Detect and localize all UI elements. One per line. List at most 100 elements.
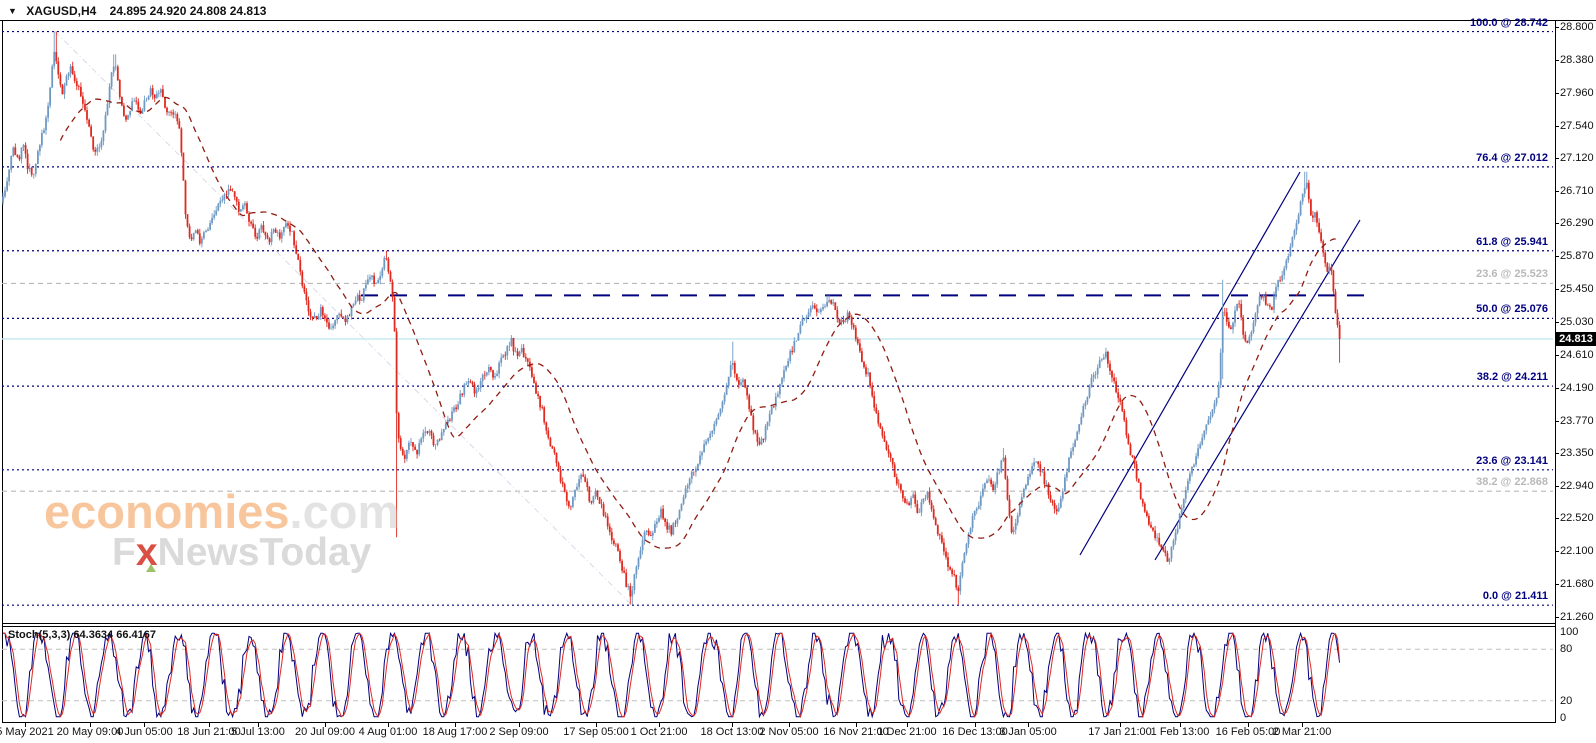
time-axis-label: 5 May 2021 xyxy=(0,726,54,738)
time-tick-mark xyxy=(325,723,326,727)
time-tick-mark xyxy=(25,723,26,727)
price-tick-mark xyxy=(1555,551,1559,552)
time-axis-label: 18 Oct 13:00 xyxy=(700,726,764,738)
time-tick-mark xyxy=(596,723,597,727)
price-tick-mark xyxy=(1555,256,1559,257)
time-axis-label: 4 Aug 01:00 xyxy=(358,726,418,738)
price-tick-label: 22.520 xyxy=(1560,512,1594,524)
time-axis-label: 17 Sep 05:00 xyxy=(563,726,629,738)
time-tick-mark xyxy=(975,723,976,727)
time-axis-label: 20 May 09:00 xyxy=(56,726,124,738)
price-tick-mark xyxy=(1555,126,1559,127)
fib-level-label: 61.8 @ 25.941 xyxy=(1476,236,1548,248)
time-tick-mark xyxy=(519,723,520,727)
stoch-scale-label: 20 xyxy=(1560,695,1573,707)
ohlc-quotes-label: 24.895 24.920 24.808 24.813 xyxy=(109,4,267,18)
time-axis-label: 1 Feb 13:00 xyxy=(1150,726,1210,738)
time-tick-mark xyxy=(1248,723,1249,727)
price-tick-mark xyxy=(1555,421,1559,422)
price-tick-mark xyxy=(1555,322,1559,323)
stoch-scale-label: 80 xyxy=(1560,643,1573,655)
price-tick-label: 28.800 xyxy=(1560,21,1594,33)
time-tick-mark xyxy=(1120,723,1121,727)
stochastic-canvas[interactable] xyxy=(0,627,1556,722)
price-tick-label: 21.680 xyxy=(1560,578,1594,590)
time-axis-label: 2 Mar 21:00 xyxy=(1272,726,1332,738)
price-tick-mark xyxy=(1555,617,1559,618)
time-tick-mark xyxy=(789,723,790,727)
price-tick-label: 25.450 xyxy=(1560,283,1594,295)
main-panel-bottom-border xyxy=(2,623,1555,624)
time-axis-label: 18 Jun 21:00 xyxy=(177,726,241,738)
price-tick-label: 21.260 xyxy=(1560,611,1594,623)
main-chart-canvas[interactable] xyxy=(0,20,1556,623)
price-tick-label: 26.710 xyxy=(1560,185,1594,197)
price-tick-label: 26.290 xyxy=(1560,217,1594,229)
fib-level-label: 0.0 @ 21.411 xyxy=(1482,590,1548,602)
time-tick-mark xyxy=(1180,723,1181,727)
price-tick-label: 25.870 xyxy=(1560,250,1594,262)
price-tick-label: 27.120 xyxy=(1560,152,1594,164)
time-tick-mark xyxy=(209,723,210,727)
price-tick-label: 24.190 xyxy=(1560,382,1594,394)
price-tick-label: 25.030 xyxy=(1560,316,1594,328)
current-price-badge: 24.813 xyxy=(1556,332,1596,346)
watermark-fxnewstoday: Fx NewsToday xyxy=(112,531,372,574)
price-tick-mark xyxy=(1555,60,1559,61)
indicator-panel-top-border[interactable] xyxy=(2,626,1555,627)
time-tick-mark xyxy=(732,723,733,727)
price-tick-label: 24.610 xyxy=(1560,349,1594,361)
time-tick-mark xyxy=(388,723,389,727)
fib-level-label-gray: 38.2 @ 22.868 xyxy=(1476,476,1548,488)
fib-level-label: 100.0 @ 28.742 xyxy=(1469,17,1548,29)
price-tick-mark xyxy=(1555,518,1559,519)
price-tick-mark xyxy=(1555,289,1559,290)
time-tick-mark xyxy=(144,723,145,727)
chart-left-border xyxy=(2,20,3,723)
stoch-scale-label: 100 xyxy=(1560,626,1579,638)
chart-top-border xyxy=(0,20,1596,21)
time-tick-mark xyxy=(455,723,456,727)
symbol-dropdown-icon[interactable]: ▼ xyxy=(8,6,17,16)
price-tick-mark xyxy=(1555,158,1559,159)
price-tick-mark xyxy=(1555,453,1559,454)
time-tick-mark xyxy=(659,723,660,727)
fib-level-label: 38.2 @ 24.211 xyxy=(1476,371,1548,383)
time-axis-label: 16 Dec 13:00 xyxy=(942,726,1008,738)
time-axis-label: 1 Dec 21:00 xyxy=(877,726,937,738)
price-tick-label: 22.940 xyxy=(1560,480,1594,492)
price-tick-mark xyxy=(1555,388,1559,389)
time-tick-mark xyxy=(907,723,908,727)
stochastic-label: Stoch(5,3,3) 64.3634 66.4167 xyxy=(8,629,156,641)
time-axis-label: 4 Jun 05:00 xyxy=(115,726,173,738)
price-tick-label: 22.100 xyxy=(1560,545,1594,557)
price-tick-mark xyxy=(1555,584,1559,585)
symbol-timeframe-label: XAGUSD,H4 xyxy=(26,4,97,18)
price-axis-line xyxy=(1555,20,1556,723)
fib-level-label: 76.4 @ 27.012 xyxy=(1476,152,1548,164)
time-axis-label: 1 Oct 21:00 xyxy=(630,726,688,738)
chart-title: ▼ XAGUSD,H4 24.895 24.920 24.808 24.813 xyxy=(8,4,266,18)
time-axis-label: 18 Aug 17:00 xyxy=(422,726,488,738)
price-tick-mark xyxy=(1555,223,1559,224)
time-axis-label: 2 Nov 05:00 xyxy=(759,726,819,738)
time-axis-label: 16 Feb 05:00 xyxy=(1215,726,1281,738)
time-axis-label: 17 Jan 21:00 xyxy=(1088,726,1152,738)
price-tick-label: 23.350 xyxy=(1560,447,1594,459)
price-tick-label: 27.960 xyxy=(1560,87,1594,99)
time-axis-label: 20 Jul 09:00 xyxy=(295,726,355,738)
price-tick-mark xyxy=(1555,486,1559,487)
price-tick-label: 23.770 xyxy=(1560,415,1594,427)
fib-level-label-gray: 23.6 @ 25.523 xyxy=(1476,268,1548,280)
time-axis-label: 5 Jul 13:00 xyxy=(231,726,285,738)
price-tick-mark xyxy=(1555,191,1559,192)
watermark-x-icon: x xyxy=(135,531,158,574)
price-tick-mark xyxy=(1555,355,1559,356)
indicator-panel-bottom-border xyxy=(2,722,1555,723)
time-axis-label: 2 Sep 09:00 xyxy=(489,726,549,738)
watermark-economies: economies.com xyxy=(44,485,400,538)
price-tick-mark xyxy=(1555,93,1559,94)
price-tick-mark xyxy=(1555,27,1559,28)
price-tick-label: 28.380 xyxy=(1560,54,1594,66)
